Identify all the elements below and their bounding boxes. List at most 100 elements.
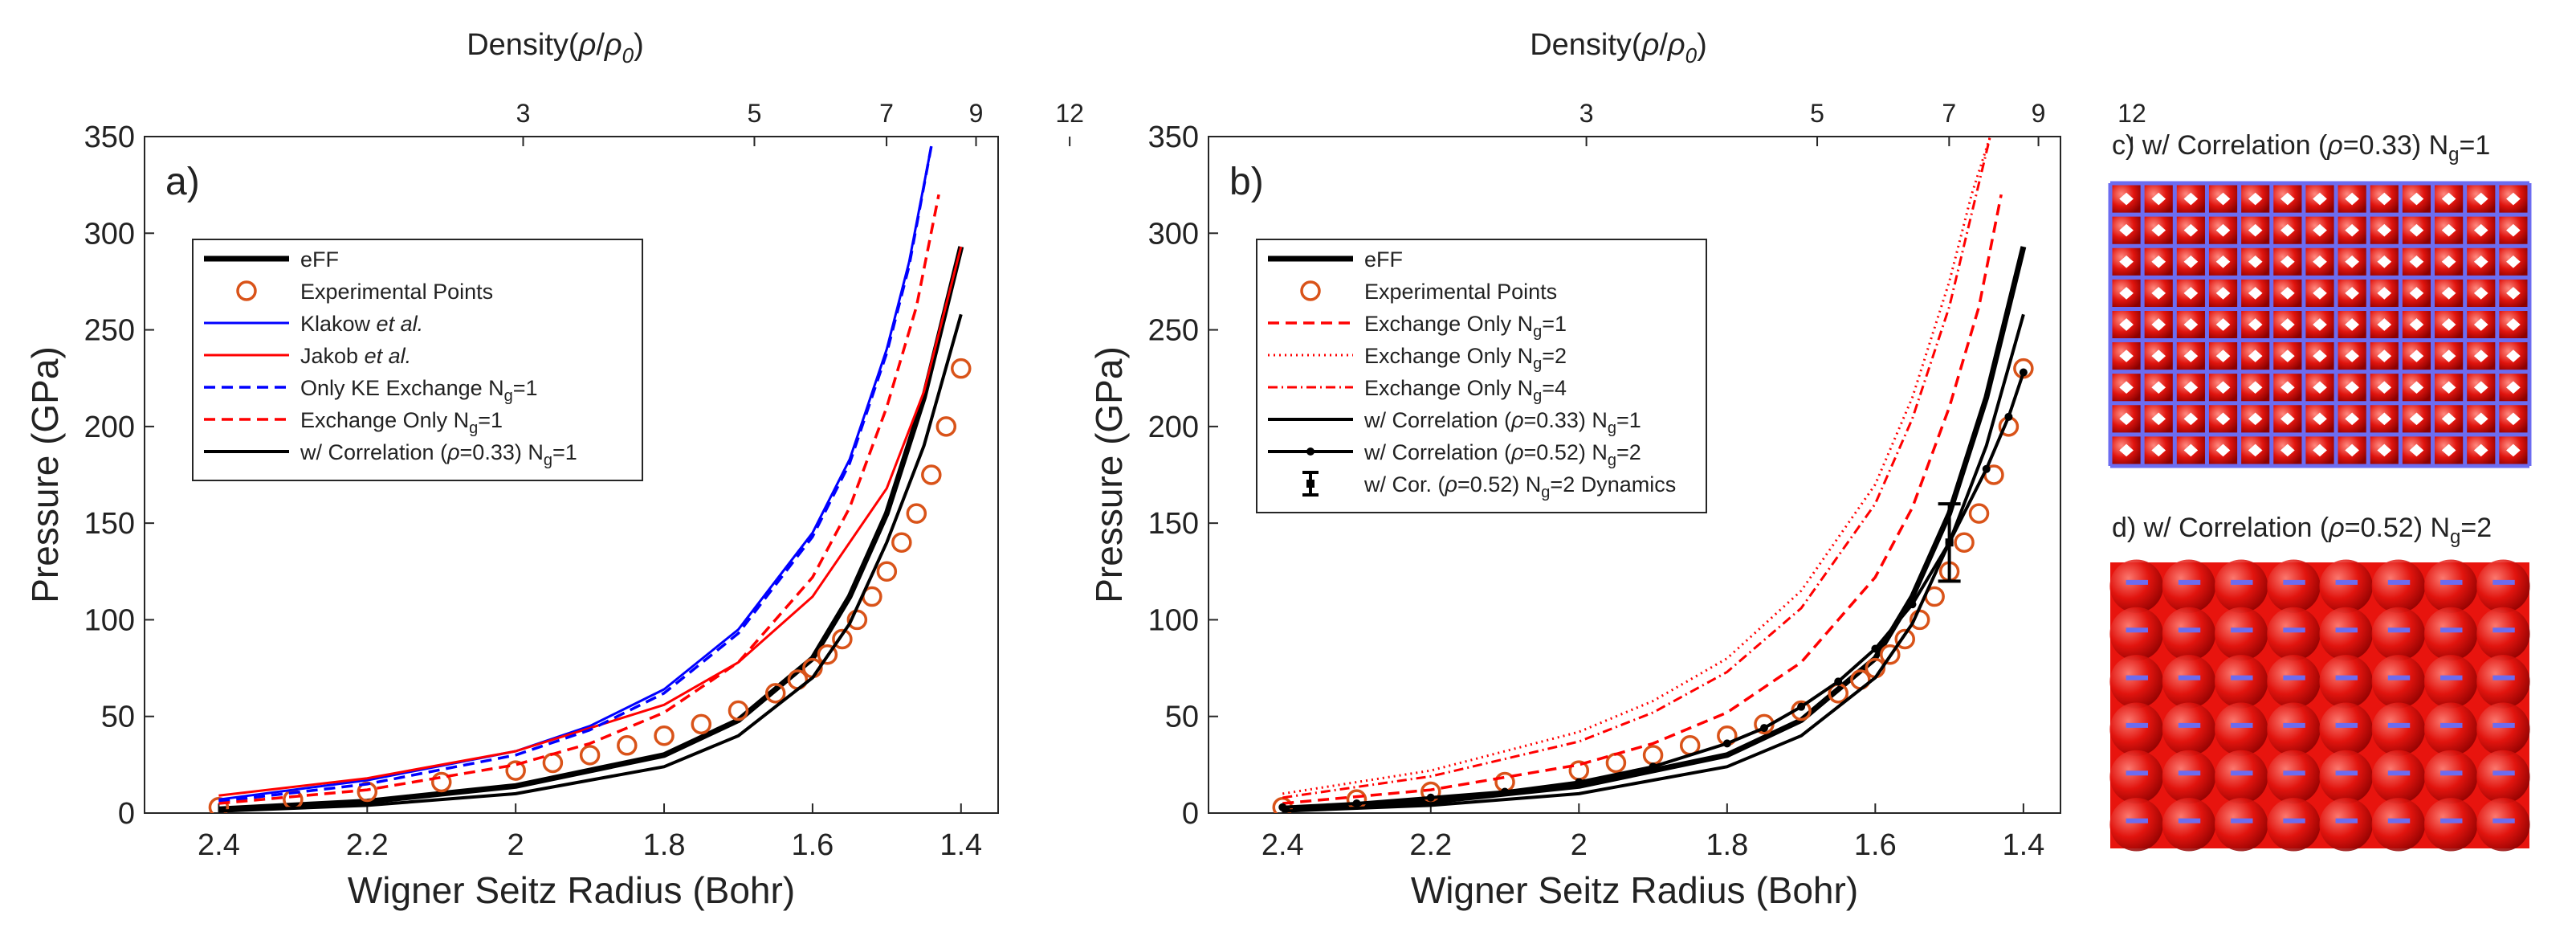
- legend-label: Only KE Exchange Ng=1: [300, 376, 538, 405]
- series-dot: [1797, 702, 1806, 711]
- experimental-point: [654, 725, 675, 746]
- text-part: ): [1697, 28, 1707, 62]
- lattice-gap: [2248, 318, 2263, 331]
- text-part: Exchange Only N: [1364, 344, 1533, 368]
- lattice-gap: [2183, 192, 2199, 206]
- text-part: g: [1533, 323, 1542, 341]
- legend-label: w/ Cor. (ρ=0.52) Ng=2 Dynamics: [1363, 472, 1676, 501]
- lattice-gap: [2441, 255, 2456, 268]
- lattice-gap: [2506, 318, 2521, 331]
- top-tick-label: 12: [1055, 99, 1084, 128]
- lattice-gap: [2473, 287, 2488, 300]
- lattice-image-c: [2108, 181, 2532, 468]
- lattice-gap: [2377, 255, 2392, 268]
- text-part: g: [1533, 355, 1542, 373]
- experimental-point: [728, 700, 749, 721]
- legend-marker: [1306, 480, 1314, 488]
- lattice-sphere: [2371, 559, 2426, 613]
- lattice-gap: [2441, 443, 2456, 457]
- experimental-point: [876, 561, 898, 582]
- text-part: g: [544, 452, 552, 469]
- lattice-gap: [2151, 223, 2166, 237]
- lattice-gap: [2345, 443, 2359, 457]
- lattice-sphere: [2162, 750, 2216, 804]
- lattice-gap: [2248, 223, 2263, 237]
- legend-label: eFF: [1364, 247, 1403, 272]
- y-tick-label: 300: [1148, 217, 1199, 251]
- lattice-gap: [2215, 412, 2231, 426]
- lattice-gap: [2183, 287, 2199, 300]
- lattice-sphere: [2423, 559, 2478, 613]
- experimental-point: [1642, 745, 1664, 766]
- lattice-gap: [2183, 381, 2199, 394]
- y-tick-label: 250: [84, 314, 135, 348]
- lattice-gap: [2119, 349, 2134, 362]
- lattice-sphere: [2319, 607, 2373, 661]
- text-part: w/ Cor. (: [1363, 472, 1445, 497]
- lattice-sphere: [2109, 702, 2163, 756]
- panel-label: b): [1229, 161, 1264, 203]
- y-tick-label: 250: [1148, 314, 1199, 348]
- lattice-sphere: [2371, 655, 2426, 709]
- series-dot: [1871, 644, 1880, 653]
- lattice-sphere: [2267, 750, 2321, 804]
- lattice-gap: [2280, 223, 2295, 237]
- lattice-sphere: [2214, 607, 2268, 661]
- text-part: =2 Dynamics: [1550, 472, 1676, 497]
- lattice-sphere: [2267, 655, 2321, 709]
- lattice-gap: [2506, 443, 2521, 457]
- legend-label: Exchange Only Ng=4: [1364, 376, 1567, 405]
- lattice-gap: [2473, 318, 2488, 331]
- lattice-gap: [2473, 192, 2488, 206]
- lattice-gap: [2377, 223, 2392, 237]
- legend-label: Klakow et al.: [300, 312, 423, 336]
- lattice-sphere: [2109, 559, 2163, 613]
- text-part: /: [596, 28, 605, 62]
- lattice-gap: [2506, 223, 2521, 237]
- text-part: g: [1533, 387, 1542, 405]
- top-tick-label: 3: [516, 99, 531, 128]
- text-part: Exchange Only N: [1364, 376, 1533, 400]
- axes-box: [1208, 136, 2061, 814]
- y-tick-label: 50: [101, 701, 135, 734]
- y-tick-label: 350: [1148, 121, 1199, 154]
- lattice-sphere: [2423, 655, 2478, 709]
- lattice-sphere: [2214, 750, 2268, 804]
- lattice-gap: [2280, 412, 2295, 426]
- lattice-gap: [2377, 443, 2392, 457]
- lattice-sphere: [2319, 750, 2373, 804]
- top-tick-label: 9: [2032, 99, 2046, 128]
- lattice-gap: [2280, 318, 2295, 331]
- legend-marker: [236, 280, 257, 301]
- lattice-gap: [2313, 318, 2327, 331]
- lattice-panel-d: d) w/ Correlation (ρ=0.52) Ng=2: [2109, 513, 2530, 852]
- lattice-gap: [2473, 349, 2488, 362]
- lattice-gap: [2280, 349, 2295, 362]
- lattice-gap: [2119, 192, 2134, 206]
- top-tick-label: 3: [1579, 99, 1594, 128]
- text-part: 0: [1685, 43, 1698, 67]
- text-part: ρ: [1510, 440, 1523, 464]
- lattice-gap: [2313, 443, 2327, 457]
- series-dot: [1908, 600, 1917, 609]
- lattice-gap: [2473, 223, 2488, 237]
- legend-label: Exchange Only Ng=2: [1364, 344, 1567, 373]
- y-tick-label: 300: [84, 217, 135, 251]
- lattice-gap: [2345, 349, 2359, 362]
- lattice-gap: [2506, 349, 2521, 362]
- series-dot: [1834, 677, 1843, 686]
- text-part: Exchange Only N: [1364, 312, 1533, 336]
- top-tick-label: 9: [969, 99, 984, 128]
- series-line: [1282, 313, 2025, 813]
- legend-label: Exchange Only Ng=1: [1364, 312, 1567, 341]
- lattice-gap: [2506, 255, 2521, 268]
- experimental-point: [1954, 532, 1975, 553]
- lattice-gap: [2409, 443, 2424, 457]
- lattice-gap: [2183, 349, 2199, 362]
- lattice-gap: [2313, 349, 2327, 362]
- y-axis-label: Pressure (GPa): [24, 346, 66, 603]
- top-axis-label: Density(ρ/ρ0): [1530, 28, 1707, 67]
- y-axis-label: Pressure (GPa): [1088, 346, 1130, 603]
- experimental-point: [935, 416, 957, 437]
- text-part: g: [1608, 452, 1616, 469]
